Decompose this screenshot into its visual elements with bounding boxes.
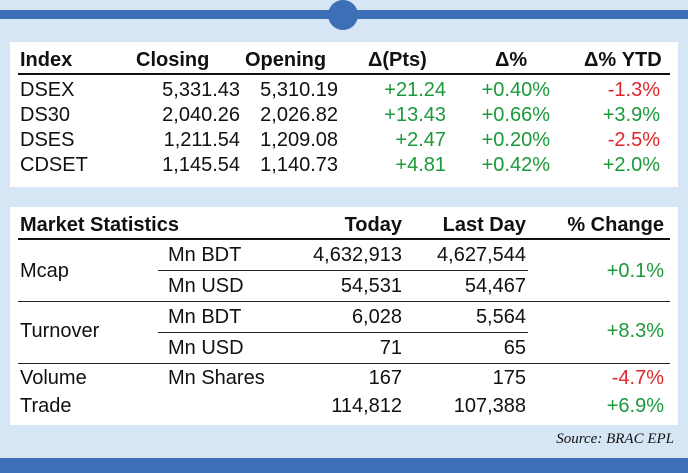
mcap-change: +0.1% <box>606 260 664 282</box>
delta-pct-value: +0.42% <box>481 154 550 176</box>
trade-last-day: 107,388 <box>453 395 526 417</box>
market-header-divider <box>18 238 670 240</box>
header-pct-change: % Change <box>567 214 664 236</box>
table-row: DS30 2,040.26 2,026.82 +13.43 +0.66% +3.… <box>10 103 678 127</box>
index-name: CDSET <box>20 154 88 176</box>
index-header-row: Index Closing Opening Δ(Pts) Δ% Δ% YTD <box>10 48 678 72</box>
top-dot-decoration <box>328 0 358 30</box>
index-table: Index Closing Opening Δ(Pts) Δ% Δ% YTD D… <box>10 42 678 187</box>
header-market-statistics: Market Statistics <box>20 214 179 236</box>
turnover-sub-divider <box>158 332 528 333</box>
table-row: DSEX 5,331.43 5,310.19 +21.24 +0.40% -1.… <box>10 78 678 102</box>
closing-value: 1,145.54 <box>162 154 240 176</box>
delta-ytd-value: -1.3% <box>607 79 660 101</box>
delta-pct-value: +0.66% <box>481 104 550 126</box>
index-name: DSES <box>20 129 75 151</box>
opening-value: 2,026.82 <box>260 104 338 126</box>
closing-value: 1,211.54 <box>163 129 240 151</box>
delta-ytd-value: +3.9% <box>602 104 660 126</box>
trade-label: Trade <box>20 395 72 417</box>
turnover-label: Turnover <box>20 320 100 342</box>
market-statistics-table: Market Statistics Today Last Day % Chang… <box>10 207 678 425</box>
mcap-last-day-usd: 54,467 <box>464 275 526 297</box>
mcap-divider <box>18 301 670 302</box>
trade-today: 114,812 <box>331 395 402 417</box>
closing-value: 5,331.43 <box>162 79 240 101</box>
turnover-divider <box>18 363 670 364</box>
mcap-sub-divider <box>158 270 528 271</box>
turnover-unit-bdt: Mn BDT <box>168 306 242 328</box>
header-delta-pts: Δ(Pts) <box>368 49 427 71</box>
delta-ytd-value: +2.0% <box>602 154 660 176</box>
header-last-day: Last Day <box>442 214 526 236</box>
delta-pts-value: +4.81 <box>395 154 446 176</box>
header-delta-pct: Δ% <box>495 49 528 71</box>
turnover-unit-usd: Mn USD <box>168 337 244 359</box>
volume-change: -4.7% <box>611 367 664 389</box>
header-today: Today <box>344 214 402 236</box>
bottom-rule <box>0 458 688 473</box>
mcap-today-bdt: 4,632,913 <box>313 244 402 266</box>
opening-value: 1,140.73 <box>260 154 338 176</box>
turnover-change: +8.3% <box>606 320 664 342</box>
trade-change: +6.9% <box>606 395 664 417</box>
mcap-unit-usd: Mn USD <box>168 275 244 297</box>
header-index: Index <box>20 49 73 71</box>
index-name: DS30 <box>20 104 71 126</box>
table-row: DSES 1,211.54 1,209.08 +2.47 +0.20% -2.5… <box>10 128 678 152</box>
index-name: DSEX <box>20 79 75 101</box>
turnover-last-day-usd: 65 <box>503 337 526 359</box>
delta-pts-value: +2.47 <box>395 129 446 151</box>
header-opening: Opening <box>245 49 327 71</box>
opening-value: 1,209.08 <box>260 129 338 151</box>
opening-value: 5,310.19 <box>260 79 338 101</box>
volume-label: Volume <box>20 367 87 389</box>
volume-today: 167 <box>368 367 402 389</box>
market-header-row: Market Statistics Today Last Day % Chang… <box>10 213 678 237</box>
header-delta-ytd: Δ% YTD <box>584 49 662 71</box>
delta-pts-value: +21.24 <box>384 79 446 101</box>
index-header-divider <box>18 73 670 75</box>
delta-pct-value: +0.40% <box>481 79 550 101</box>
table-row: CDSET 1,145.54 1,140.73 +4.81 +0.42% +2.… <box>10 153 678 177</box>
mcap-today-usd: 54,531 <box>340 275 402 297</box>
volume-last-day: 175 <box>492 367 526 389</box>
mcap-label: Mcap <box>20 260 69 282</box>
turnover-today-bdt: 6,028 <box>351 306 402 328</box>
mcap-unit-bdt: Mn BDT <box>168 244 242 266</box>
source-credit: Source: BRAC EPL <box>556 431 674 447</box>
turnover-today-usd: 71 <box>379 337 402 359</box>
delta-pts-value: +13.43 <box>384 104 446 126</box>
header-closing: Closing <box>136 49 210 71</box>
delta-ytd-value: -2.5% <box>607 129 660 151</box>
volume-unit: Mn Shares <box>168 367 265 389</box>
delta-pct-value: +0.20% <box>481 129 550 151</box>
mcap-last-day-bdt: 4,627,544 <box>437 244 526 266</box>
closing-value: 2,040.26 <box>162 104 240 126</box>
turnover-last-day-bdt: 5,564 <box>475 306 526 328</box>
